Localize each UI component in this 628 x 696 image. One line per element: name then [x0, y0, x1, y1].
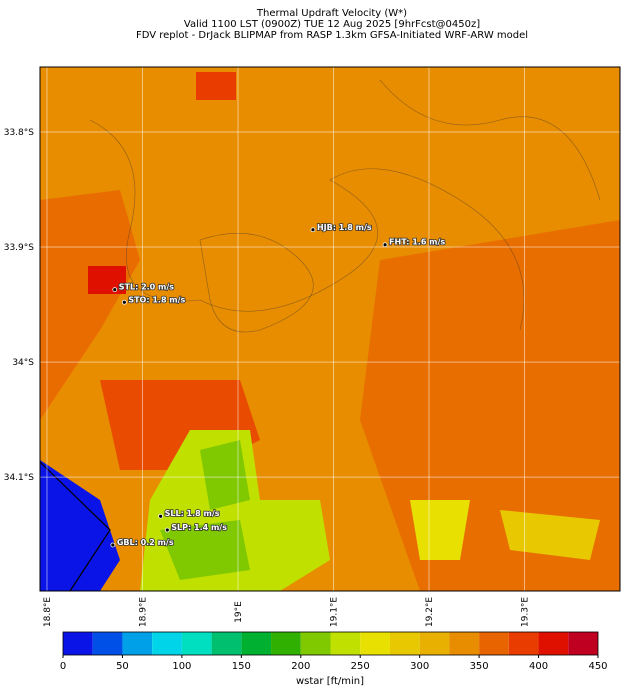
- station-marker: [382, 242, 388, 248]
- colorbar-bin: [449, 632, 480, 655]
- colorbar-bin: [538, 632, 569, 655]
- colorbar-bin: [568, 632, 598, 655]
- colorbar-bin: [63, 632, 93, 655]
- colorbar-bin: [300, 632, 331, 655]
- title-line: Valid 1100 LST (0900Z) TUE 12 Aug 2025 […: [184, 19, 480, 30]
- station-label: STO: 1.8 m/s: [128, 295, 185, 304]
- station-marker: [121, 299, 127, 305]
- colorbar-label: wstar [ft/min]: [296, 676, 364, 687]
- y-tick-label: 33.9°S: [4, 243, 35, 253]
- x-tick-label: 18.9°E: [138, 597, 148, 628]
- station-marker: [112, 287, 118, 292]
- colorbar-bin: [271, 632, 301, 655]
- station-label: HJB: 1.8 m/s: [317, 223, 372, 232]
- colorbar-bin: [508, 632, 539, 655]
- colorbar-bin: [92, 632, 123, 655]
- x-tick-label: 19.1°E: [329, 597, 339, 628]
- x-tick-label: 18.8°E: [43, 597, 53, 628]
- colorbar-tick-label: 150: [232, 661, 251, 672]
- colorbar-tick-label: 50: [116, 661, 129, 672]
- colorbar-bin: [419, 632, 450, 655]
- station-label: SLP: 1.4 m/s: [171, 523, 227, 532]
- map-background: [39, 67, 620, 592]
- x-tick-label: 19°E: [234, 601, 244, 623]
- y-tick-label: 34°S: [12, 358, 34, 368]
- colorbar-bin: [241, 632, 272, 655]
- colorbar-tick-label: 0: [60, 661, 66, 672]
- title-line: Thermal Updraft Velocity (W*): [256, 8, 407, 19]
- colorbar-frame: [62, 631, 599, 656]
- title-line: FDV replot - DrJack BLIPMAP from RASP 1.…: [136, 30, 528, 41]
- station-marker: [310, 227, 316, 233]
- y-tick-label: 34.1°S: [4, 473, 35, 483]
- station-marker: [164, 527, 170, 533]
- station-label: GBL: 0.2 m/s: [117, 538, 174, 547]
- station-marker: [110, 542, 116, 548]
- colorbar-bin: [360, 632, 390, 655]
- colorbar-tick-label: 300: [410, 661, 429, 672]
- colorbar-bin: [122, 632, 153, 655]
- station-label: SLL: 1.8 m/s: [165, 509, 220, 518]
- map-frame: [39, 66, 621, 592]
- colorbar-tick-label: 350: [470, 661, 489, 672]
- colorbar-tick-label: 250: [351, 661, 370, 672]
- station-marker: [158, 513, 164, 519]
- y-tick-label: 33.8°S: [4, 128, 35, 138]
- colorbar-bin: [389, 632, 420, 655]
- x-tick-label: 19.3°E: [520, 597, 530, 628]
- colorbar-bin: [479, 632, 509, 655]
- colorbar-tick-label: 450: [588, 661, 607, 672]
- colorbar-bin: [211, 632, 242, 655]
- station-label: STL: 2.0 m/s: [119, 283, 175, 292]
- colorbar-bin: [152, 632, 182, 655]
- colorbar-bin: [181, 632, 212, 655]
- colorbar-tick-label: 100: [172, 661, 191, 672]
- colorbar-tick-label: 200: [291, 661, 310, 672]
- colorbar-bin: [330, 632, 361, 655]
- station-label: FHT: 1.6 m/s: [389, 238, 445, 247]
- colorbar-tick-label: 400: [529, 661, 548, 672]
- x-tick-label: 19.2°E: [425, 597, 435, 628]
